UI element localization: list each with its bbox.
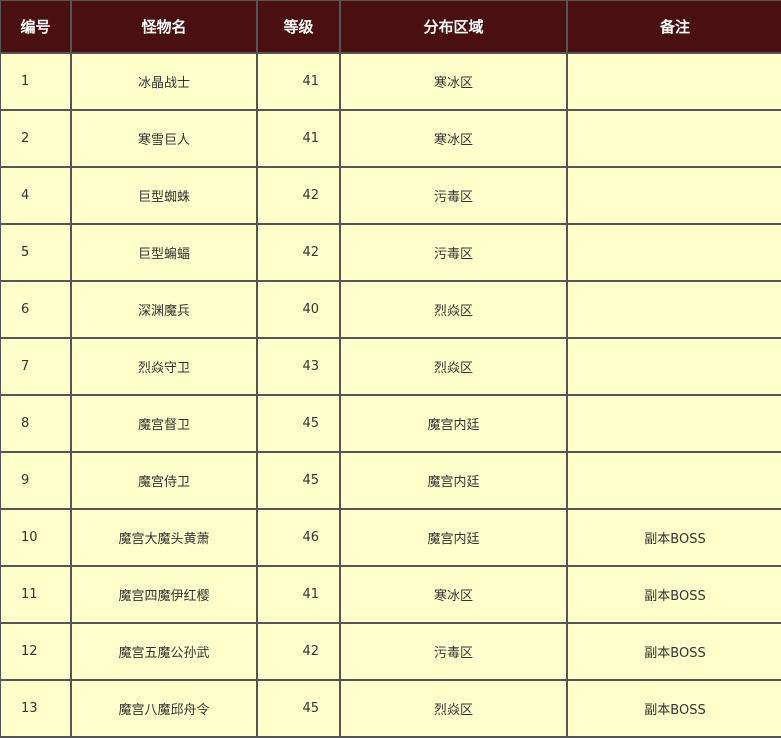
cell-id: 2 <box>0 109 72 168</box>
cell-note <box>566 52 781 111</box>
cell-id: 10 <box>0 508 72 567</box>
cell-name: 冰晶战士 <box>70 52 258 111</box>
cell-note <box>566 337 781 396</box>
table-row: 10 魔宫大魔头黄萧 46 魔宫内廷 副本BOSS <box>0 508 781 567</box>
cell-id: 4 <box>0 166 72 225</box>
cell-name: 寒雪巨人 <box>70 109 258 168</box>
cell-note <box>566 280 781 339</box>
cell-level: 43 <box>256 337 341 396</box>
cell-name: 魔宫侍卫 <box>70 451 258 510</box>
header-area: 分布区域 <box>339 0 568 54</box>
cell-name: 魔宫四魔伊红樱 <box>70 565 258 624</box>
cell-name: 魔宫大魔头黄萧 <box>70 508 258 567</box>
table-row: 1 冰晶战士 41 寒冰区 <box>0 52 781 111</box>
cell-level: 42 <box>256 166 341 225</box>
cell-area: 污毒区 <box>339 166 568 225</box>
cell-note <box>566 166 781 225</box>
cell-area: 烈焱区 <box>339 337 568 396</box>
cell-level: 45 <box>256 451 341 510</box>
cell-level: 45 <box>256 394 341 453</box>
table-row: 8 魔宫督卫 45 魔宫内廷 <box>0 394 781 453</box>
cell-id: 11 <box>0 565 72 624</box>
cell-note: 副本BOSS <box>566 508 781 567</box>
cell-area: 寒冰区 <box>339 109 568 168</box>
cell-area: 寒冰区 <box>339 52 568 111</box>
table-row: 9 魔宫侍卫 45 魔宫内廷 <box>0 451 781 510</box>
cell-note: 副本BOSS <box>566 622 781 681</box>
cell-level: 46 <box>256 508 341 567</box>
cell-area: 魔宫内廷 <box>339 394 568 453</box>
header-id: 编号 <box>0 0 72 54</box>
cell-area: 烈焱区 <box>339 280 568 339</box>
cell-id: 12 <box>0 622 72 681</box>
cell-area: 魔宫内廷 <box>339 451 568 510</box>
table-row: 12 魔宫五魔公孙武 42 污毒区 副本BOSS <box>0 622 781 681</box>
cell-area: 烈焱区 <box>339 679 568 738</box>
cell-note <box>566 394 781 453</box>
header-row: 编号 怪物名 等级 分布区域 备注 <box>0 0 781 54</box>
cell-area: 寒冰区 <box>339 565 568 624</box>
cell-id: 6 <box>0 280 72 339</box>
cell-name: 魔宫督卫 <box>70 394 258 453</box>
cell-name: 深渊魔兵 <box>70 280 258 339</box>
table-row: 7 烈焱守卫 43 烈焱区 <box>0 337 781 396</box>
table-row: 4 巨型蜘蛛 42 污毒区 <box>0 166 781 225</box>
cell-note <box>566 451 781 510</box>
cell-note <box>566 109 781 168</box>
cell-name: 巨型蜘蛛 <box>70 166 258 225</box>
cell-level: 42 <box>256 622 341 681</box>
cell-id: 1 <box>0 52 72 111</box>
table-row: 11 魔宫四魔伊红樱 41 寒冰区 副本BOSS <box>0 565 781 624</box>
table-row: 6 深渊魔兵 40 烈焱区 <box>0 280 781 339</box>
cell-name: 魔宫五魔公孙武 <box>70 622 258 681</box>
cell-level: 41 <box>256 565 341 624</box>
cell-level: 42 <box>256 223 341 282</box>
cell-id: 13 <box>0 679 72 738</box>
table-row: 5 巨型蝙蝠 42 污毒区 <box>0 223 781 282</box>
cell-id: 5 <box>0 223 72 282</box>
table-row: 2 寒雪巨人 41 寒冰区 <box>0 109 781 168</box>
header-note: 备注 <box>566 0 781 54</box>
cell-note <box>566 223 781 282</box>
cell-area: 魔宫内廷 <box>339 508 568 567</box>
cell-name: 烈焱守卫 <box>70 337 258 396</box>
cell-id: 9 <box>0 451 72 510</box>
cell-note: 副本BOSS <box>566 565 781 624</box>
cell-level: 41 <box>256 52 341 111</box>
cell-name: 巨型蝙蝠 <box>70 223 258 282</box>
cell-level: 45 <box>256 679 341 738</box>
cell-area: 污毒区 <box>339 223 568 282</box>
cell-level: 40 <box>256 280 341 339</box>
header-name: 怪物名 <box>70 0 258 54</box>
cell-area: 污毒区 <box>339 622 568 681</box>
cell-level: 41 <box>256 109 341 168</box>
cell-note: 副本BOSS <box>566 679 781 738</box>
header-level: 等级 <box>256 0 341 54</box>
cell-name: 魔宫八魔邱舟令 <box>70 679 258 738</box>
cell-id: 8 <box>0 394 72 453</box>
table-row: 13 魔宫八魔邱舟令 45 烈焱区 副本BOSS <box>0 679 781 738</box>
cell-id: 7 <box>0 337 72 396</box>
